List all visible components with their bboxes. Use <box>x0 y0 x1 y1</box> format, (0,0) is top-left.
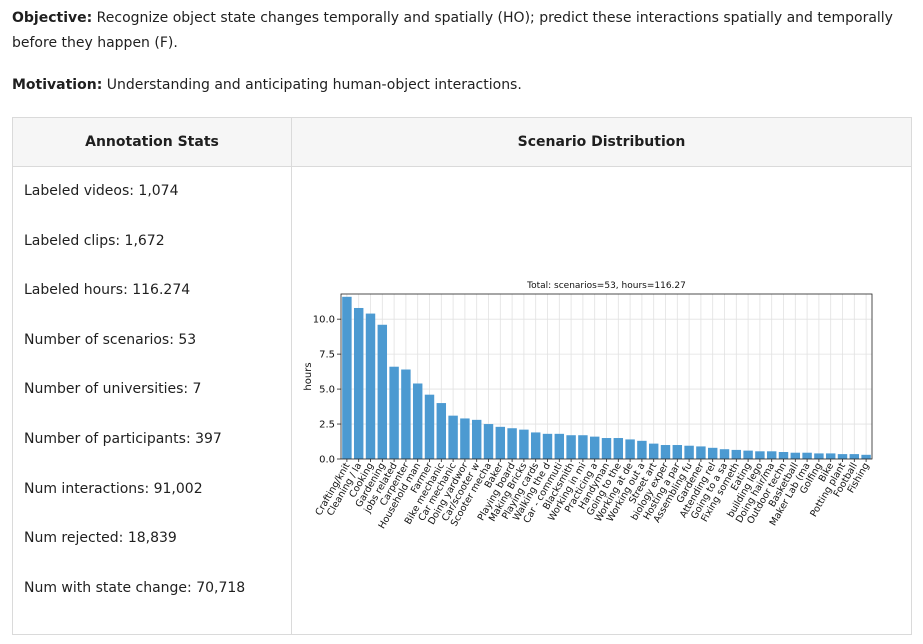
y-tick-label: 10.0 <box>313 315 335 326</box>
annotation-stats-cell: Labeled videos: 1,074 Labeled clips: 1,6… <box>12 166 292 635</box>
motivation-paragraph: Motivation: Understanding and anticipati… <box>12 73 912 98</box>
bar <box>766 451 777 459</box>
bar <box>755 451 765 459</box>
bar <box>696 446 706 459</box>
bar <box>530 432 541 459</box>
bar <box>837 454 848 459</box>
bar <box>707 447 718 459</box>
y-axis-ticks: 0.0 2.5 5.0 7.5 10.0 <box>313 315 341 466</box>
bar <box>825 453 836 459</box>
bar <box>424 394 435 459</box>
bar <box>637 440 647 459</box>
stat-number-of-universities: Number of universities: 7 <box>24 381 202 398</box>
table-header-row: Annotation Stats Scenario Distribution <box>12 117 912 167</box>
bar <box>648 443 659 459</box>
stat-labeled-hours: Labeled hours: 116.274 <box>24 282 191 299</box>
bar <box>507 428 517 459</box>
bar <box>471 419 482 459</box>
y-tick-label: 2.5 <box>319 420 335 431</box>
y-tick-label: 7.5 <box>319 350 335 361</box>
bar <box>578 435 588 459</box>
bar <box>460 418 470 459</box>
bar <box>412 383 423 459</box>
bar <box>743 450 753 459</box>
bar <box>401 369 411 459</box>
stats-table: Annotation Stats Scenario Distribution L… <box>12 117 912 635</box>
bar <box>519 429 529 459</box>
bar <box>802 452 812 459</box>
bar <box>660 445 671 459</box>
bar <box>814 453 824 459</box>
bar <box>377 324 388 459</box>
bar <box>342 296 352 459</box>
stat-num-interactions: Num interactions: 91,002 <box>24 480 203 497</box>
bar <box>684 445 694 459</box>
bar <box>849 454 860 459</box>
bar <box>483 424 494 459</box>
bar <box>542 433 553 459</box>
motivation-text: Understanding and anticipating human-obj… <box>102 77 522 93</box>
y-axis-label: hours <box>303 362 314 390</box>
stat-number-of-participants: Number of participants: 397 <box>24 430 222 447</box>
bar <box>625 439 635 459</box>
bar <box>566 435 576 459</box>
stat-num-rejected: Num rejected: 18,839 <box>24 530 177 547</box>
bar <box>448 415 458 459</box>
y-tick-label: 0.0 <box>319 455 335 466</box>
stat-num-with-state-change: Num with state change: 70,718 <box>24 579 246 596</box>
bar <box>613 438 624 459</box>
chart-bars <box>342 296 871 459</box>
stat-labeled-clips: Labeled clips: 1,672 <box>24 232 165 249</box>
bar <box>861 454 871 459</box>
bar <box>589 436 600 459</box>
scenario-distribution-cell: 0.0 2.5 5.0 7.5 10.0 Crafting/knit Cleaning /… <box>291 166 912 635</box>
bar <box>719 449 730 459</box>
bar <box>495 426 506 459</box>
scenario-distribution-header: Scenario Distribution <box>291 117 912 167</box>
chart-title: Total: scenarios=53, hours=116.27 <box>526 281 686 291</box>
objective-label: Objective: <box>12 10 93 26</box>
bar <box>731 449 742 459</box>
y-tick-label: 5.0 <box>319 385 335 396</box>
bar <box>672 445 683 459</box>
bar <box>436 403 447 459</box>
bar <box>790 452 801 459</box>
stat-number-of-scenarios: Number of scenarios: 53 <box>24 331 197 348</box>
bar <box>601 438 612 459</box>
objective-paragraph: Objective: Recognize object state change… <box>12 6 912 56</box>
objective-text: Recognize object state changes temporall… <box>12 10 893 51</box>
bar <box>353 307 364 459</box>
bar <box>389 366 399 459</box>
bar <box>365 313 376 459</box>
annotation-stats-header: Annotation Stats <box>12 117 292 167</box>
stat-labeled-videos: Labeled videos: 1,074 <box>24 183 179 199</box>
motivation-label: Motivation: <box>12 77 103 93</box>
bar <box>778 452 789 459</box>
bar <box>554 433 565 459</box>
table-body-row: Labeled videos: 1,074 Labeled clips: 1,6… <box>12 166 912 635</box>
